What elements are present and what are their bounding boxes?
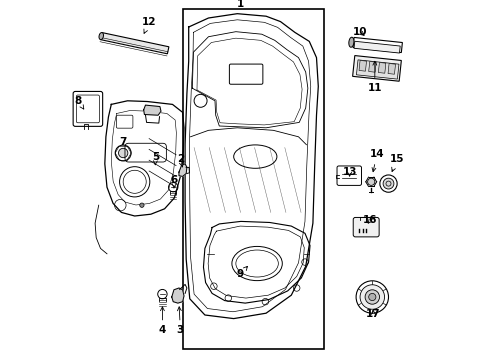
Text: 10: 10: [352, 27, 366, 37]
Text: 7: 7: [119, 137, 126, 147]
Text: 5: 5: [152, 152, 159, 165]
Text: 12: 12: [142, 17, 156, 33]
Polygon shape: [352, 55, 401, 81]
Circle shape: [140, 203, 144, 207]
Text: 3: 3: [177, 307, 183, 336]
Polygon shape: [378, 63, 385, 73]
Polygon shape: [101, 32, 168, 54]
Bar: [183, 9, 323, 349]
Text: 2: 2: [177, 154, 183, 167]
Ellipse shape: [348, 37, 353, 47]
Polygon shape: [143, 105, 161, 115]
Polygon shape: [353, 41, 399, 53]
Circle shape: [359, 285, 384, 309]
Polygon shape: [171, 288, 183, 303]
Text: 9: 9: [236, 266, 247, 279]
Circle shape: [368, 293, 375, 301]
Text: 13: 13: [342, 167, 356, 177]
Text: 15: 15: [389, 154, 404, 171]
Text: 16: 16: [363, 215, 377, 225]
Polygon shape: [368, 62, 375, 72]
Text: 14: 14: [369, 149, 384, 172]
Text: 4: 4: [159, 307, 166, 336]
Circle shape: [367, 178, 374, 185]
FancyBboxPatch shape: [352, 217, 378, 237]
Polygon shape: [387, 63, 395, 74]
Text: 1: 1: [237, 0, 244, 9]
Circle shape: [382, 178, 393, 189]
Circle shape: [118, 148, 127, 158]
Circle shape: [365, 290, 379, 304]
Polygon shape: [356, 60, 398, 79]
Ellipse shape: [99, 32, 103, 40]
Text: 6: 6: [170, 175, 178, 188]
Text: 8: 8: [74, 96, 83, 109]
Text: 11: 11: [367, 61, 381, 93]
Polygon shape: [358, 60, 366, 71]
Polygon shape: [179, 164, 186, 176]
Text: 17: 17: [366, 309, 380, 319]
